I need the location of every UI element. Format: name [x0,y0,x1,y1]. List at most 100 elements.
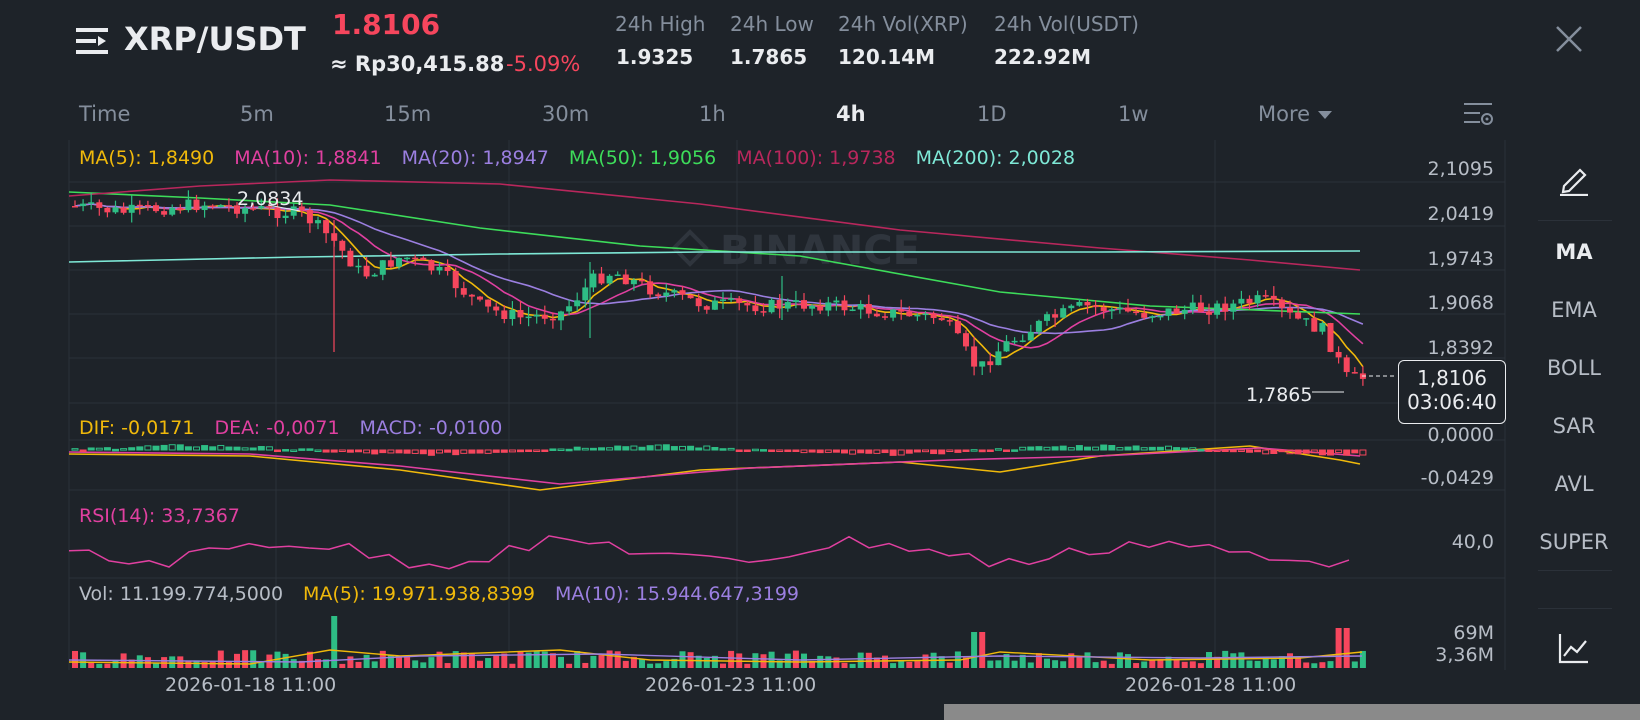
candle-body [663,292,670,297]
tab-1w[interactable]: 1w [1118,102,1149,126]
candle-body [1149,316,1156,318]
candle-body [1076,302,1083,306]
volume-bar [890,663,897,668]
macd-bar [330,449,338,453]
volume-bar [315,659,321,668]
sidebar-item-ema[interactable]: EMA [1551,298,1597,322]
chart-settings-icon[interactable] [1462,100,1494,130]
tab-5m[interactable]: 5m [240,102,274,126]
tab-1h[interactable]: 1h [699,102,726,126]
volume-bar [898,660,905,668]
candle-body [485,299,492,307]
candle-body [420,257,427,261]
volume-bar [177,656,184,668]
tab-30m[interactable]: 30m [542,102,590,126]
volume-bar [865,652,872,668]
candle-body [266,206,273,208]
candle-body [849,309,856,311]
macd-bar [492,449,500,453]
sidebar-item-super[interactable]: SUPER [1539,530,1609,554]
volume-bar [1108,663,1115,668]
ma200-line [68,250,1361,263]
macd-bar [938,449,946,455]
indicator-value: MA(50): 1,9056 [568,147,717,169]
candle-body [1116,307,1123,310]
candle-body [379,260,386,275]
indicator-value: MA(10): 15.944.647,3199 [554,583,799,605]
volume-bar [1287,653,1293,668]
macd-bar [897,449,905,456]
trading-pair[interactable]: XRP/USDT [124,20,306,58]
candle-body [541,314,548,319]
stat-value-vol-usdt: 222.92M [994,45,1092,69]
volume-bar [201,662,208,668]
candle-body [1019,340,1026,342]
candle-body [1035,320,1042,332]
volume-bar [468,652,475,668]
volume-bar [1003,654,1010,668]
pencil-icon[interactable] [1558,162,1590,196]
close-icon[interactable] [1554,24,1584,54]
macd-bar [1003,449,1010,452]
candle-body [784,302,791,309]
candle-body [987,361,994,366]
candle-body [760,311,767,313]
date-axis-label: 2026-01-18 11:00 [165,674,337,696]
candle-body [242,208,249,214]
macd-bar [946,449,954,452]
volume-bar [752,653,759,668]
candle-body [857,304,864,310]
line-chart-icon[interactable] [1558,632,1590,664]
candle-body [720,299,726,301]
macd-bar [274,449,281,452]
macd-bar [646,445,654,451]
candle-body [274,207,281,219]
volume-bar [1246,660,1253,668]
volume-bar [1254,660,1261,668]
tab-15m[interactable]: 15m [384,102,432,126]
macd-bar [760,449,767,452]
macd-bar [363,449,371,454]
macd-bar [265,446,273,451]
candle-body [1303,318,1310,320]
macd-bar [468,449,476,454]
volume-bar [1351,661,1358,668]
sidebar-item-avl[interactable]: AVL [1554,472,1594,496]
tab-4h[interactable]: 4h [836,102,866,126]
macd-bar [1327,449,1334,456]
candle-body [444,266,451,272]
price-axis-label: 2,0419 [1427,203,1494,225]
candle-body [979,361,986,367]
volume-bar [1052,660,1059,668]
candle-body [1173,308,1180,314]
menu-icon[interactable] [76,26,108,56]
candle-body [225,205,232,207]
vol-legend: Vol: 11.199.774,5000 MA(5): 19.971.938,83… [79,583,819,605]
volume-bar [566,663,573,668]
watermark: BINANCE [671,228,920,274]
sidebar-item-boll[interactable]: BOLL [1547,356,1601,380]
candle-body [1084,302,1091,306]
candle-body [1141,313,1148,318]
candle-body [930,313,937,319]
macd-bar [1140,447,1148,451]
tab-time[interactable]: Time [79,102,131,126]
sidebar-item-ma[interactable]: MA [1555,240,1593,264]
tab-more[interactable]: More [1258,102,1333,126]
candle-body [387,260,394,267]
candle-body [493,306,500,311]
sidebar-divider [1538,220,1612,221]
stat-label-low: 24h Low [730,12,814,36]
volume-bar [185,660,192,668]
volume-bar [242,650,249,668]
tab-1d[interactable]: 1D [977,102,1007,126]
volume-bar [258,662,265,668]
volume-bar [622,660,629,668]
candle-body [622,274,629,285]
sidebar-item-sar[interactable]: SAR [1552,414,1596,438]
candle-body [1003,341,1010,352]
macd-bar [403,449,411,454]
volume-bar [96,663,103,668]
candle-body [898,309,905,312]
